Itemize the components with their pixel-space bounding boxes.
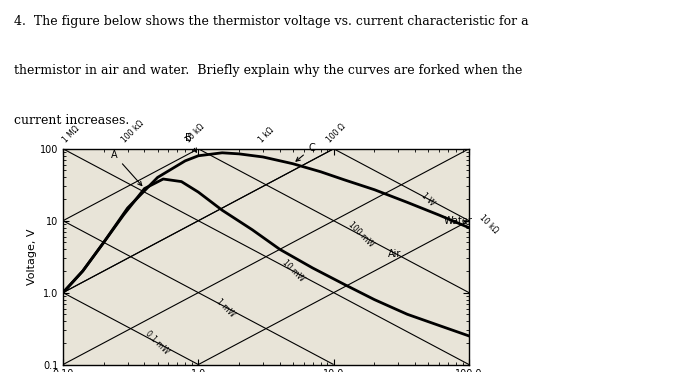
- Text: 100 mW: 100 mW: [347, 220, 376, 248]
- Text: 100 Ω: 100 Ω: [326, 122, 348, 144]
- Text: 10 mW: 10 mW: [280, 258, 306, 284]
- Text: B: B: [186, 133, 197, 152]
- Text: thermistor in air and water.  Briefly explain why the curves are forked when the: thermistor in air and water. Briefly exp…: [14, 64, 522, 77]
- Text: 4.  The figure below shows the thermistor voltage vs. current characteristic for: 4. The figure below shows the thermistor…: [14, 15, 528, 28]
- Text: A: A: [111, 150, 142, 186]
- Text: 1 W: 1 W: [420, 191, 437, 208]
- Text: 10 kΩ: 10 kΩ: [477, 213, 499, 235]
- Text: Air: Air: [388, 248, 401, 259]
- Text: 100 kΩ: 100 kΩ: [120, 119, 146, 144]
- Text: C: C: [296, 143, 315, 161]
- Text: 1 mW: 1 mW: [215, 296, 237, 318]
- Text: 10 kΩ: 10 kΩ: [184, 122, 206, 144]
- Text: 1 MΩ: 1 MΩ: [61, 124, 81, 144]
- Text: 1 kΩ: 1 kΩ: [258, 126, 276, 144]
- Text: 0.1 mW: 0.1 mW: [144, 329, 171, 356]
- Y-axis label: Voltage, V: Voltage, V: [27, 228, 37, 285]
- Text: current increases.: current increases.: [14, 114, 130, 126]
- Text: Water: Water: [444, 216, 473, 226]
